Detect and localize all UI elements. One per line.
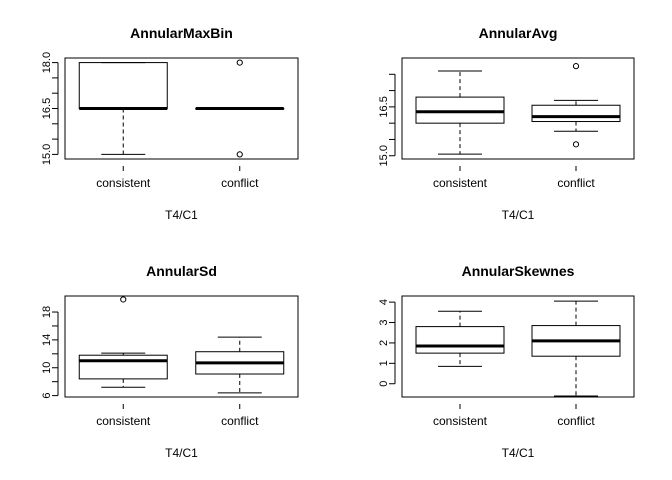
x-category-label: consistent [96, 414, 151, 428]
x-category-label: conflict [221, 176, 259, 190]
outlier-point [236, 151, 243, 158]
chart-title: AnnularSd [146, 263, 217, 279]
box-conflict [531, 63, 621, 148]
chart-title: AnnularMaxBin [130, 25, 233, 41]
chart-panel-3: AnnularSd 6 10 14 18 consistent conflict T4/C1 [41, 263, 299, 460]
box-conflict [195, 59, 285, 158]
chart-title: AnnularSkewnes [462, 263, 575, 279]
y-tick-label: 15.0 [378, 145, 390, 166]
y-tick-label: 3 [378, 319, 390, 325]
y-tick-label: 18 [41, 306, 53, 318]
box-consistent [78, 62, 168, 155]
x-category-label: conflict [557, 176, 595, 190]
box-body [531, 104, 621, 123]
outlier-point [236, 59, 243, 66]
chart-title: AnnularAvg [479, 25, 558, 41]
box-body [415, 96, 505, 124]
x-category-label: consistent [96, 176, 151, 190]
x-category-label: conflict [557, 414, 595, 428]
chart-panel-2: AnnularAvg 15.0 16.5 consistent conflict T4/C… [378, 25, 635, 222]
y-tick-label: 1 [378, 360, 390, 366]
y-tick-label: 4 [378, 299, 390, 305]
y-tick-label: 0 [378, 381, 390, 387]
x-axis-label: T4/C1 [165, 208, 198, 222]
y-tick-label: 18.0 [41, 52, 53, 73]
plot-frame [64, 295, 299, 398]
box-conflict [195, 336, 285, 394]
outlier-point [120, 296, 127, 303]
plot-frame [401, 295, 635, 398]
outlier-point [572, 141, 580, 148]
box-body [78, 62, 168, 109]
y-tick-label: 6 [41, 393, 53, 399]
box-consistent [415, 310, 505, 367]
x-axis-label: T4/C1 [165, 446, 198, 460]
outlier-point [572, 63, 580, 70]
y-tick-label: 16.5 [41, 98, 53, 119]
box-body [415, 326, 505, 354]
chart-panel-4: AnnularSkewnes 0 1 2 3 4 consistent conflict T4/… [378, 263, 635, 460]
box-consistent [415, 70, 505, 155]
x-category-label: consistent [433, 176, 488, 190]
box-conflict [531, 300, 621, 397]
box-consistent [78, 296, 168, 388]
x-axis-label: T4/C1 [502, 446, 535, 460]
y-tick-label: 16.5 [378, 96, 390, 117]
y-tick-label: 15.0 [41, 144, 53, 165]
y-tick-label: 14 [41, 334, 53, 346]
box-body [78, 354, 168, 380]
chart-panel-1: AnnularMaxBin 15.0 16.5 18.0 consistent confl… [41, 25, 299, 222]
x-axis-label: T4/C1 [502, 208, 535, 222]
plot-frame [64, 57, 299, 160]
y-tick-label: 2 [378, 340, 390, 346]
plot-frame [401, 57, 635, 160]
x-category-label: consistent [433, 414, 488, 428]
y-tick-label: 10 [41, 362, 53, 374]
x-category-label: conflict [221, 414, 259, 428]
